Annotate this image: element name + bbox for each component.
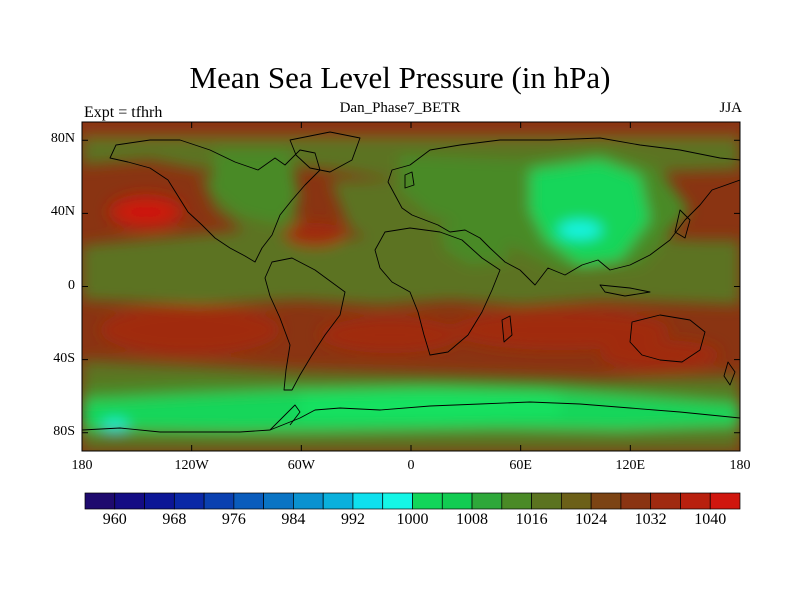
zone-australia-high <box>600 340 720 370</box>
coast-greenland <box>289 131 361 173</box>
colorbar-box <box>352 492 384 510</box>
colorbar-box <box>322 492 354 510</box>
colorbar-box <box>561 492 592 510</box>
colorbar-box <box>412 492 443 510</box>
colorbar-box <box>263 492 294 510</box>
colorbar-label: 976 <box>221 511 246 528</box>
chart-title: Mean Sea Level Pressure (in hPa) <box>189 60 611 95</box>
coast-british-isles <box>404 171 415 189</box>
coast-africa <box>374 227 501 356</box>
x-tick-label: 180 <box>71 458 93 473</box>
zone-north-pacific-high-core <box>118 203 174 221</box>
colorbar-label: 1024 <box>575 511 608 528</box>
colorbar-label: 984 <box>281 511 306 528</box>
coast-japan <box>674 209 691 239</box>
x-tick-label: 120E <box>615 458 646 473</box>
coast-madagascar <box>501 315 513 343</box>
zone-north-america-green <box>210 150 300 225</box>
y-tick-label: 80N <box>50 131 75 147</box>
colorbar-label: 1032 <box>634 511 667 528</box>
colorbar <box>84 492 741 510</box>
y-tick-label: 40N <box>50 204 75 220</box>
zone-asian-low-cyan <box>558 221 602 239</box>
zone-south-atlantic-high <box>320 317 460 353</box>
pressure-field <box>82 122 740 451</box>
colorbar-box <box>501 492 532 510</box>
axis-ticks <box>81 122 741 451</box>
colorbar-box <box>680 492 711 510</box>
colorbar-label: 1008 <box>456 511 489 528</box>
zone-asia-light-green <box>530 160 650 265</box>
coast-north-america <box>109 139 321 263</box>
zone-southern-ocean-bright <box>300 390 560 420</box>
colorbar-box <box>203 492 235 510</box>
coastlines <box>82 131 740 433</box>
colorbar-box <box>471 492 503 510</box>
colorbar-box <box>144 492 175 510</box>
colorbar-label: 992 <box>340 511 365 528</box>
coast-indonesia <box>599 284 651 297</box>
x-tick-label: 180 <box>729 458 751 473</box>
coast-south-america <box>264 257 346 391</box>
colorbar-box <box>620 492 652 510</box>
zone-south-pacific-high <box>100 305 280 355</box>
zone-antarctica <box>82 430 740 451</box>
colorbar-box <box>650 492 681 510</box>
zone-azores-high <box>285 223 345 247</box>
colorbar-box <box>709 492 741 510</box>
colorbar-box <box>293 492 324 510</box>
experiment-label: Expt = tfhrh <box>84 104 163 121</box>
colorbar-box <box>382 492 413 510</box>
coast-antarctic-peninsula <box>269 404 301 431</box>
x-tick-label: 60W <box>287 458 315 473</box>
x-tick-label: 60E <box>509 458 532 473</box>
coast-australia <box>629 314 706 363</box>
colorbar-box <box>531 492 562 510</box>
colorbar-box <box>590 492 622 510</box>
colorbar-box <box>114 492 145 510</box>
season-label: JJA <box>719 100 742 116</box>
x-tick-label: 120W <box>174 458 209 473</box>
colorbar-label: 968 <box>162 511 187 528</box>
coast-eurasia <box>387 137 740 286</box>
colorbar-box <box>233 492 264 510</box>
y-tick-label: 80S <box>53 423 75 439</box>
coast-new-zealand <box>723 361 736 386</box>
colorbar-box <box>84 492 116 510</box>
colorbar-box <box>173 492 205 510</box>
y-tick-label: 40S <box>53 350 75 366</box>
colorbar-label: 1040 <box>694 511 727 528</box>
zone-antarctic-cyan <box>101 420 129 430</box>
colorbar-label: 960 <box>102 511 127 528</box>
colorbar-label: 1016 <box>515 511 548 528</box>
chart-subtitle: Dan_Phase7_BETR <box>339 100 461 116</box>
colorbar-label: 1000 <box>396 511 429 528</box>
zone-indian-ocean-high <box>450 310 670 350</box>
x-tick-label: 0 <box>407 458 415 473</box>
coast-antarctica <box>82 401 740 433</box>
colorbar-box <box>441 492 473 510</box>
y-tick-label: 0 <box>68 277 75 293</box>
zone-arctic-red <box>82 122 740 138</box>
